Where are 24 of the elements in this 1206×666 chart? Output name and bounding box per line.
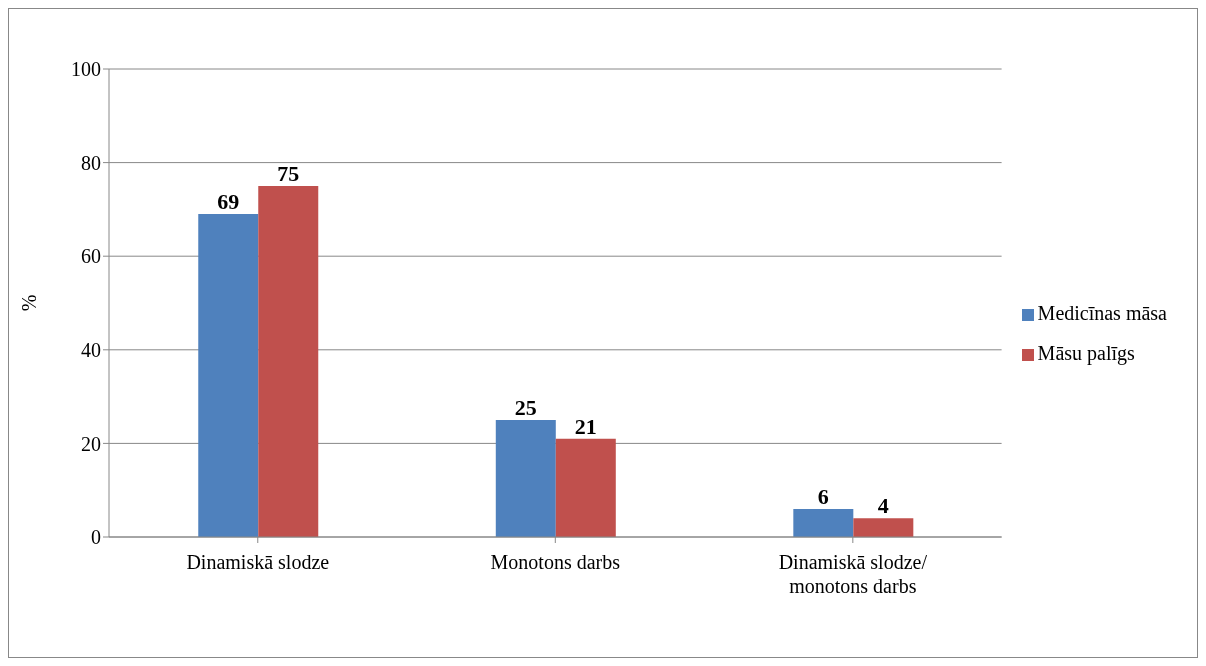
y-tick-label: 100 [71,58,101,81]
y-tick-label: 60 [81,245,101,268]
data-label: 25 [514,395,537,420]
data-label: 4 [877,493,889,519]
data-label: 6 [817,483,829,509]
data-label: 75 [277,161,300,186]
y-axis-title: % [18,294,41,312]
x-tick-label: Dinamiskā slodze/monotons darbs [778,551,928,597]
legend-label: Māsu palīgs [1037,342,1135,364]
legend-label: Medicīnas māsa [1037,302,1167,324]
bar [495,420,556,537]
data-label: 21 [574,413,597,439]
bar [555,438,616,537]
x-tick-label: Dinamiskā slodze [186,551,330,573]
bar [853,518,914,537]
y-tick-label: 0 [91,526,101,549]
bar [198,214,259,537]
y-tick-label: 20 [81,432,101,455]
y-tick-label: 80 [81,151,101,174]
bar [258,186,319,537]
x-tick-label: Monotons darbs [490,551,621,573]
bar [793,508,854,537]
data-label: 69 [217,189,240,215]
y-tick-label: 40 [81,338,101,361]
